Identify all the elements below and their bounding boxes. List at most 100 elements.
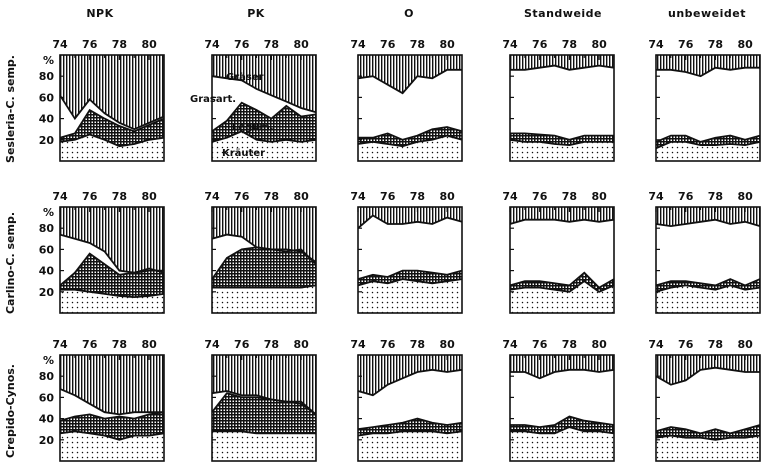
kraeuter-line — [509, 138, 614, 147]
x-tick-label: 74 — [350, 338, 366, 351]
graeser-band — [212, 55, 316, 113]
annotation-grasart: Grasart. — [190, 94, 236, 105]
grasart-line — [211, 390, 317, 416]
x-tick-label: 76 — [380, 190, 396, 203]
grasart-line — [357, 68, 462, 95]
x-tick-label: 76 — [234, 338, 250, 351]
x-tick-label: 76 — [678, 338, 694, 351]
kraeuter-line — [509, 280, 615, 293]
legum-line — [358, 126, 463, 141]
legum-line — [655, 134, 761, 143]
kraeuter-band — [60, 289, 164, 313]
x-tick-label: 78 — [410, 38, 425, 51]
panel-pk-1: 74 76 78 80 — [204, 38, 317, 162]
panel-standweide-2: 74 76 78 80 — [502, 190, 615, 314]
graeser-band — [358, 55, 462, 94]
x-tick-label: 76 — [678, 190, 694, 203]
grasart-band — [510, 219, 614, 288]
grasart-band — [60, 95, 164, 138]
x-tick-label: 78 — [112, 38, 127, 51]
panel-frame — [509, 54, 615, 162]
x-tick-label: 80 — [737, 38, 753, 51]
x-tick-label: 80 — [141, 190, 157, 203]
grasart-line — [357, 368, 463, 397]
x-tick-label: 80 — [439, 190, 455, 203]
panel-standweide-1: 74 76 78 80 — [502, 38, 615, 162]
y-tick-label: 60 — [39, 243, 55, 256]
x-tick-label: 76 — [82, 338, 98, 351]
kraeuter-line — [655, 434, 761, 441]
grasart-line — [357, 214, 463, 229]
panel-frame — [211, 354, 317, 462]
legum-line — [510, 415, 615, 429]
x-tick-label: 80 — [439, 38, 455, 51]
kraeuter-line — [357, 430, 463, 437]
graeser-band — [212, 207, 316, 263]
kraeuter-band — [656, 141, 760, 161]
annotation-graeser: Gräser — [226, 72, 264, 83]
kraeuter-line — [357, 134, 463, 148]
grasart-band — [358, 369, 462, 430]
panel-frame — [655, 206, 761, 314]
legum-line — [510, 132, 614, 141]
x-tick-label: 78 — [264, 190, 279, 203]
x-tick-label: 78 — [410, 190, 425, 203]
legum-line — [655, 424, 761, 435]
x-tick-label: 74 — [204, 338, 220, 351]
annotation-kraeuter: Kräuter — [222, 148, 265, 159]
legum-band — [212, 393, 316, 434]
x-tick-label: 74 — [648, 38, 664, 51]
y-tick-label: 60 — [39, 391, 55, 404]
legum-band — [212, 247, 316, 288]
grasart-band — [212, 234, 316, 280]
column-title-unbeweidet: unbeweidet — [668, 7, 746, 20]
x-tick-label: 78 — [264, 38, 279, 51]
x-tick-label: 78 — [264, 338, 279, 351]
legum-band — [656, 279, 760, 292]
kraeuter-band — [358, 135, 462, 161]
grasart-line — [655, 218, 761, 228]
legum-band — [510, 416, 614, 434]
x-tick-label: 78 — [562, 38, 577, 51]
x-tick-label: 74 — [52, 38, 68, 51]
graeser-band — [510, 55, 614, 70]
x-tick-label: 80 — [141, 338, 157, 351]
panels-layer: 74 76 78 80% 80 60 40 20 74 76 78 80 74 76 78 80 74 76 78 8… — [39, 38, 761, 462]
panel-npk-3: 74 76 78 80% 80 60 40 20 — [39, 338, 165, 462]
x-tick-label: 78 — [562, 338, 577, 351]
legum-line — [509, 271, 615, 289]
legum-line — [59, 108, 165, 139]
kraeuter-band — [60, 431, 164, 461]
kraeuter-band — [60, 134, 164, 161]
grasart-band — [358, 69, 462, 140]
kraeuter-line — [357, 278, 463, 287]
y-tick-label: 20 — [39, 134, 55, 147]
x-tick-label: 78 — [708, 38, 723, 51]
x-tick-label: 78 — [562, 190, 577, 203]
panel-frame — [655, 354, 761, 462]
panel-frame — [59, 206, 165, 314]
x-tick-label: 78 — [112, 190, 127, 203]
x-tick-label: 80 — [293, 38, 309, 51]
panel-o-1: 74 76 78 80 — [350, 38, 463, 162]
x-tick-label: 74 — [204, 38, 220, 51]
legum-line — [59, 252, 165, 287]
panel-o-3: 74 76 78 80 — [350, 338, 463, 462]
kraeuter-line — [59, 133, 165, 148]
x-tick-label: 80 — [737, 338, 753, 351]
kraeuter-line — [655, 284, 761, 293]
y-tick-label: 20 — [39, 286, 55, 299]
grasart-line — [211, 75, 317, 114]
x-tick-label: 74 — [52, 338, 68, 351]
x-tick-label: 80 — [591, 338, 607, 351]
grasart-line — [59, 388, 164, 416]
panel-frame — [655, 54, 761, 162]
graeser-band — [60, 55, 164, 130]
graeser-band — [656, 207, 760, 227]
grasart-band — [656, 219, 760, 286]
grasart-line — [59, 94, 165, 131]
kraeuter-line — [655, 140, 761, 150]
legum-band — [60, 110, 164, 147]
kraeuter-band — [358, 279, 462, 313]
